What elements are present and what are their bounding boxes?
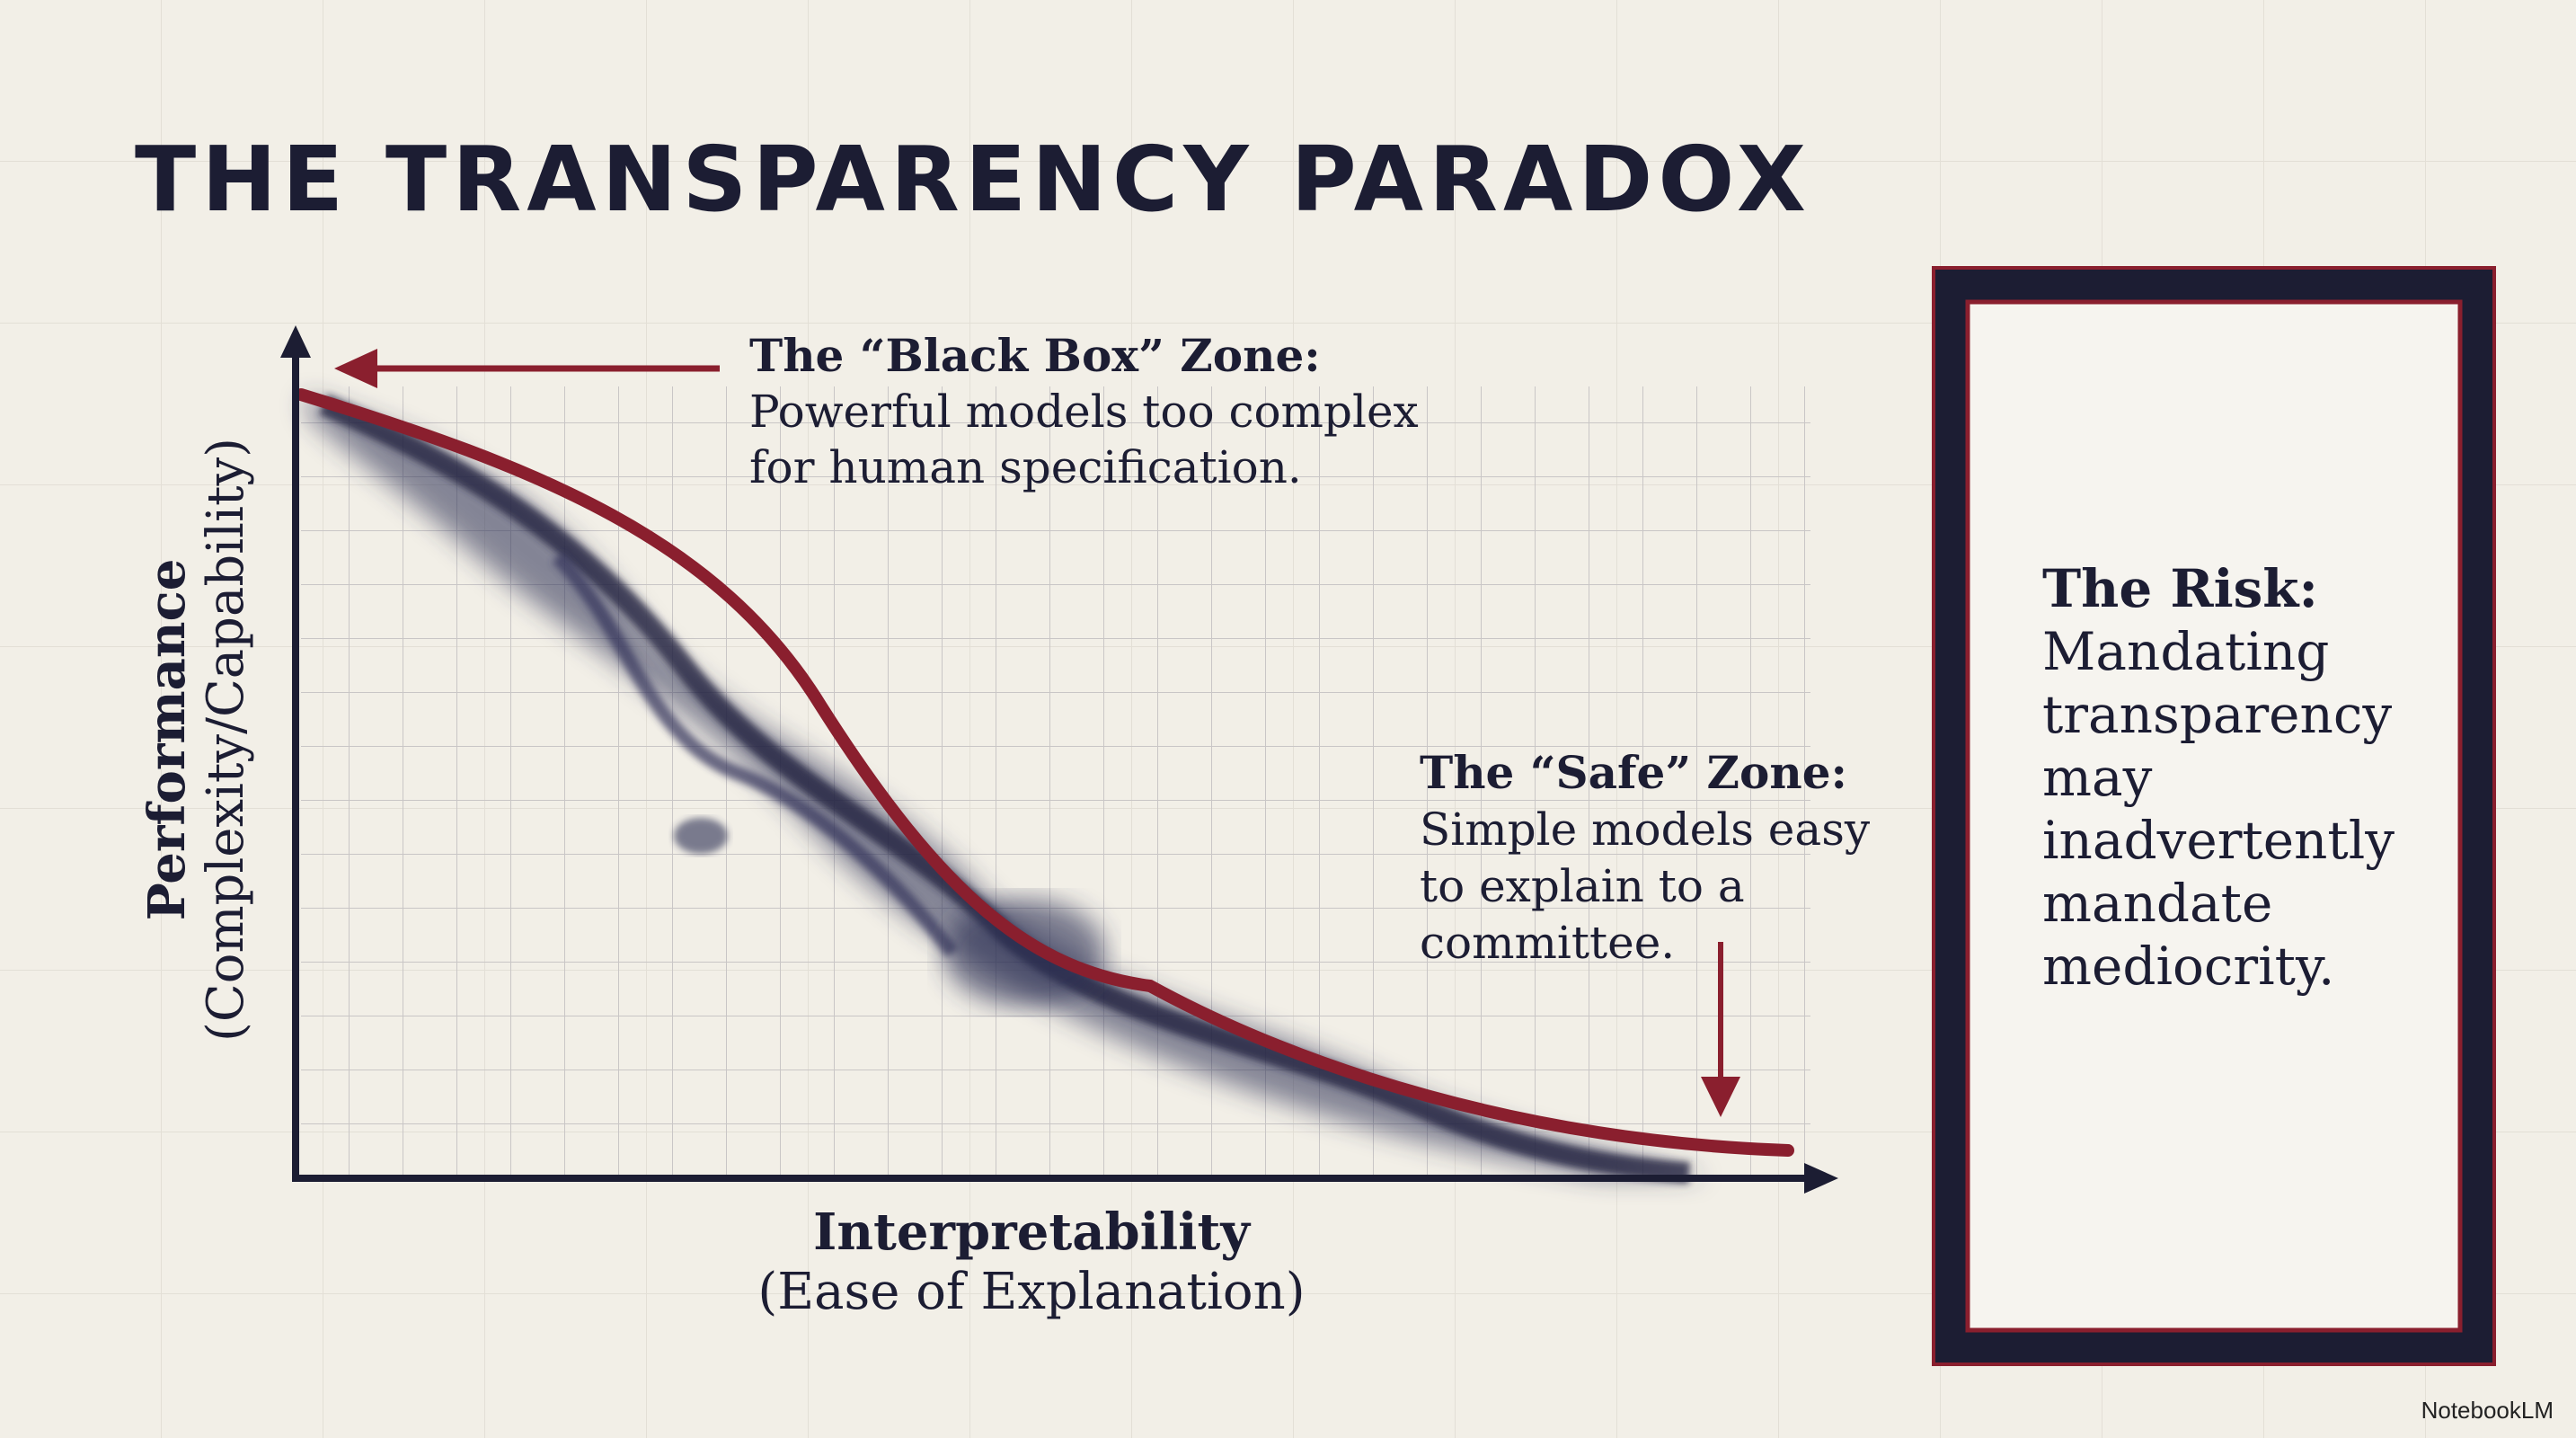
y-axis-sublabel: (Complexity/Capability)	[197, 438, 255, 1042]
annotation-line: Powerful models too complex	[749, 386, 1419, 438]
risk-heading: The Risk:	[2042, 558, 2318, 619]
risk-line: may	[2042, 747, 2153, 808]
trend-curve	[295, 388, 1794, 1157]
x-axis-sublabel: (Ease of Explanation)	[757, 1263, 1305, 1321]
x-axis-label: Interpretability	[813, 1203, 1251, 1262]
risk-line: mediocrity.	[2042, 936, 2335, 997]
annotation-line: Simple models easy	[1420, 803, 1871, 856]
risk-line: transparency	[2042, 684, 2392, 745]
risk-line: mandate	[2042, 873, 2272, 934]
safe-arrow	[1701, 942, 1740, 1117]
risk-box	[1932, 266, 2496, 1366]
annotation-line: committee.	[1420, 917, 1675, 969]
y-axis-label: Performance	[137, 559, 197, 921]
annotation-heading: The “Black Box” Zone:	[749, 329, 1321, 382]
risk-line: inadvertently	[2042, 810, 2395, 871]
title: THE TRANSPARENCY PARADOX	[135, 127, 1811, 232]
watermark: NotebookLM	[2421, 1397, 2554, 1424]
risk-line: Mandating	[2042, 621, 2329, 682]
chart-grid	[301, 386, 1810, 1178]
axes	[280, 325, 1838, 1194]
annotation-line: to explain to a	[1420, 860, 1745, 912]
annotation-line: for human specification.	[749, 441, 1302, 493]
black-box-arrow	[334, 349, 720, 388]
annotation-heading: The “Safe” Zone:	[1420, 746, 1847, 799]
